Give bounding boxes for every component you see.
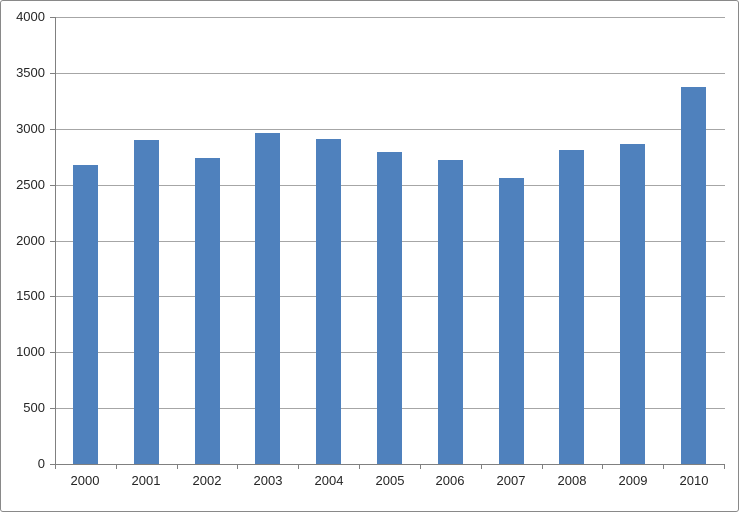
x-tick-label: 2000 <box>70 473 100 488</box>
bar-2002 <box>195 158 220 464</box>
x-tick <box>663 464 664 469</box>
y-tick <box>50 17 55 18</box>
x-tick <box>481 464 482 469</box>
gridline <box>55 129 725 130</box>
x-tick <box>724 464 725 469</box>
x-tick-label: 2006 <box>435 473 465 488</box>
x-axis-line <box>55 464 725 465</box>
x-tick <box>359 464 360 469</box>
bar-2005 <box>377 152 402 464</box>
y-tick <box>50 464 55 465</box>
bar-2008 <box>559 150 584 464</box>
x-tick-label: 2001 <box>131 473 161 488</box>
y-tick-label: 4000 <box>16 9 45 24</box>
x-tick <box>602 464 603 469</box>
y-tick <box>50 73 55 74</box>
y-tick <box>50 352 55 353</box>
bar-2000 <box>73 165 98 464</box>
y-tick-label: 3000 <box>16 121 45 136</box>
x-tick-label: 2005 <box>375 473 405 488</box>
y-tick-label: 1500 <box>16 288 45 303</box>
x-tick <box>177 464 178 469</box>
x-tick <box>420 464 421 469</box>
y-tick-label: 3500 <box>16 65 45 80</box>
bar-2001 <box>134 140 159 464</box>
x-tick <box>116 464 117 469</box>
y-tick-label: 2000 <box>16 233 45 248</box>
bar-2006 <box>438 160 463 464</box>
y-tick <box>50 296 55 297</box>
x-tick-label: 2003 <box>253 473 283 488</box>
y-tick-label: 1000 <box>16 344 45 359</box>
y-tick-label: 500 <box>23 400 45 415</box>
y-tick <box>50 185 55 186</box>
gridline <box>55 17 725 18</box>
x-tick <box>542 464 543 469</box>
y-tick-label: 2500 <box>16 177 45 192</box>
y-tick-label: 0 <box>37 456 45 471</box>
y-tick <box>50 241 55 242</box>
bar-2003 <box>255 133 280 464</box>
x-tick-label: 2004 <box>314 473 344 488</box>
gridline <box>55 73 725 74</box>
x-tick-label: 2009 <box>618 473 648 488</box>
y-tick <box>50 408 55 409</box>
x-tick <box>298 464 299 469</box>
x-tick-label: 2010 <box>679 473 709 488</box>
bar-2007 <box>499 178 524 464</box>
x-tick <box>55 464 56 469</box>
x-tick-label: 2007 <box>496 473 526 488</box>
bar-2004 <box>316 139 341 464</box>
x-tick-label: 2008 <box>557 473 587 488</box>
bar-2009 <box>620 144 645 464</box>
x-tick-label: 2002 <box>192 473 222 488</box>
y-tick <box>50 129 55 130</box>
y-axis-line <box>55 17 56 465</box>
x-tick <box>237 464 238 469</box>
bar-2010 <box>681 87 706 464</box>
